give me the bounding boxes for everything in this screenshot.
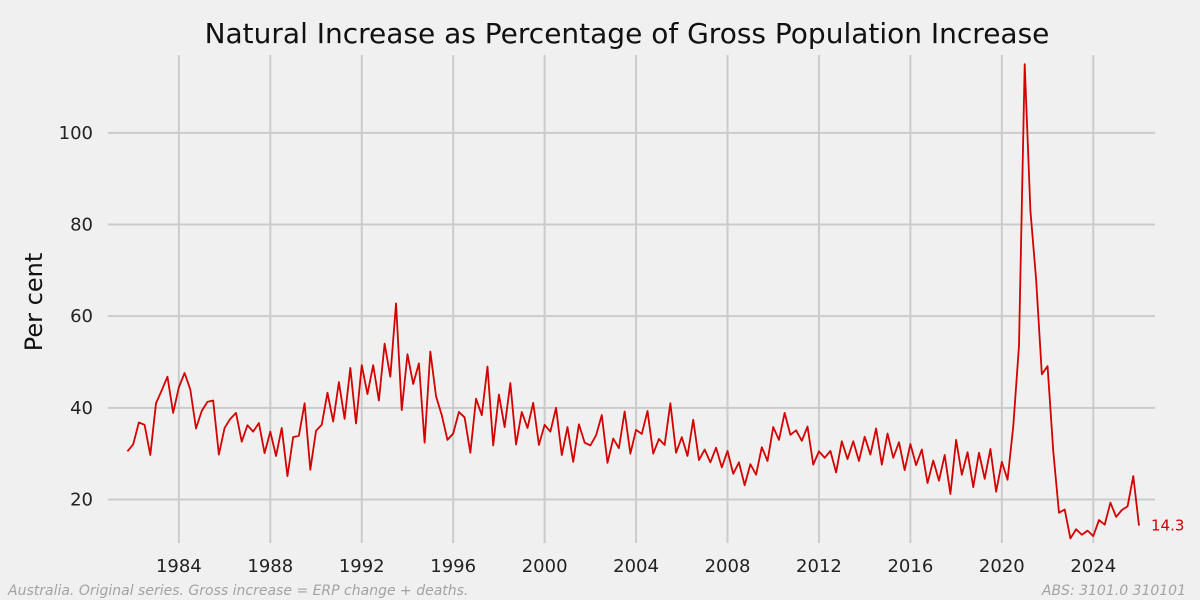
y-tick-label-40: 40 (70, 398, 93, 419)
x-tick-label-2024: 2024 (1070, 556, 1116, 577)
x-tick-label-2020: 2020 (979, 556, 1025, 577)
x-tick-label-2004: 2004 (613, 556, 659, 577)
y-tick-label-80: 80 (70, 215, 93, 236)
y-tick-label-100: 100 (59, 123, 93, 144)
footer-note: Australia. Original series. Gross increa… (8, 583, 469, 599)
footer-source: ABS: 3101.0 310101 (1041, 583, 1186, 599)
y-gridlines (108, 131, 1155, 501)
y-tick-label-20: 20 (70, 489, 93, 510)
x-tick-label-1996: 1996 (430, 556, 476, 577)
x-gridlines (177, 55, 1095, 543)
chart-title: Natural Increase as Percentage of Gross … (205, 17, 1050, 50)
series-layer (126, 63, 1140, 540)
x-tick-label-2012: 2012 (796, 556, 842, 577)
end-value-label: 14.3 (1151, 517, 1184, 535)
x-tick-label-2008: 2008 (705, 556, 751, 577)
y-axis-label: Per cent (20, 253, 48, 351)
y-tick-label-60: 60 (70, 306, 93, 327)
y-tick-labels: 20 40 60 80 100 (59, 123, 93, 511)
x-tick-labels: 1984 1988 1992 1996 2000 2004 2008 2012 2016 2020… (156, 556, 1116, 577)
x-tick-label-2000: 2000 (522, 556, 568, 577)
x-tick-label-1988: 1988 (247, 556, 293, 577)
x-tick-label-1992: 1992 (339, 556, 385, 577)
x-tick-label-1984: 1984 (156, 556, 202, 577)
x-tick-label-2016: 2016 (887, 556, 933, 577)
series-line-0 (126, 63, 1140, 540)
